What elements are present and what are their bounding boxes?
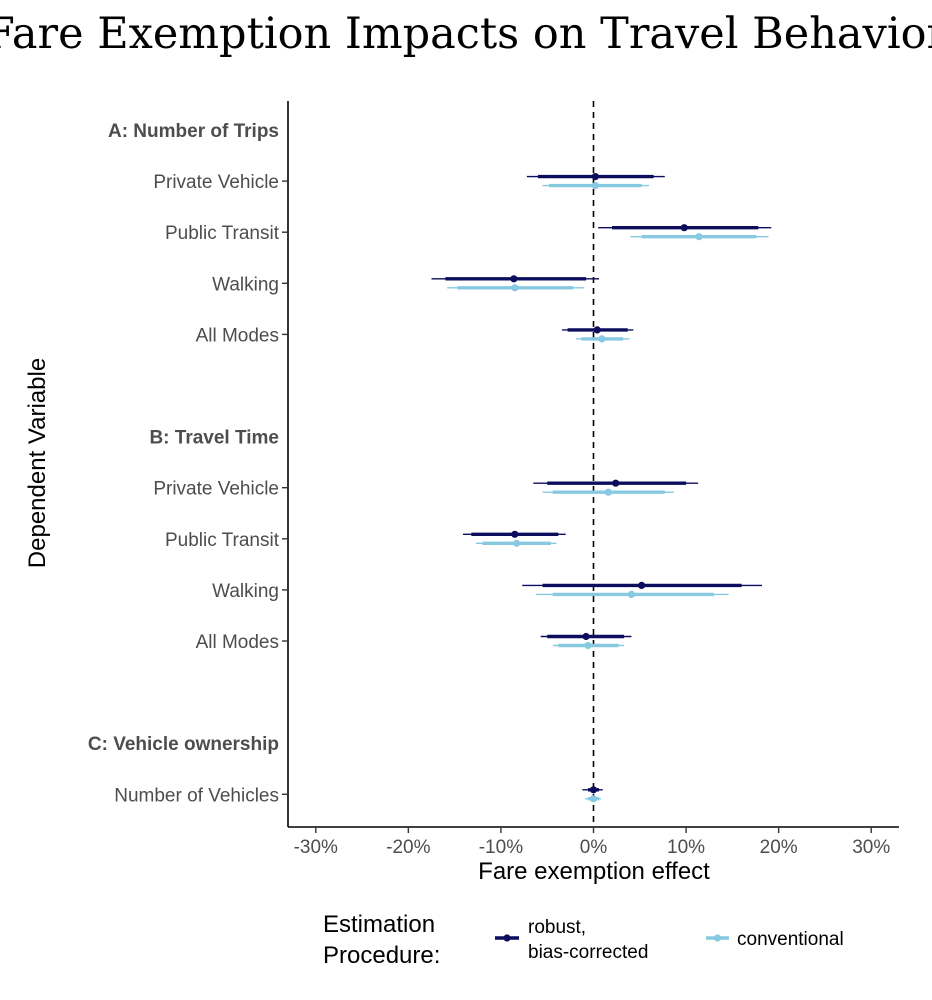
row-label: Public Transit: [165, 530, 280, 551]
x-axis-label: Fare exemption effect: [478, 858, 710, 885]
conventional-point: [513, 539, 521, 547]
x-tick-label: 10%: [667, 837, 705, 858]
estimate-row: Public Transit: [165, 223, 772, 244]
conventional-point: [627, 590, 636, 599]
row-label: All Modes: [196, 325, 279, 346]
estimate-row: Private Vehicle: [153, 172, 665, 193]
legend-label-conventional: conventional: [737, 929, 844, 950]
y-axis-label: Dependent Variable: [24, 358, 51, 568]
section-header-label: B: Travel Time: [149, 428, 279, 449]
x-tick-label: 0%: [580, 837, 608, 858]
legend-title-line: Procedure:: [323, 942, 440, 969]
conventional-point: [598, 335, 606, 343]
legend-label-robust: robust,: [528, 917, 586, 938]
row-label: Walking: [212, 581, 279, 602]
robust-point: [582, 632, 590, 641]
robust-point: [510, 275, 518, 283]
estimate-row: Public Transit: [165, 530, 566, 551]
chart-title: Fare Exemption Impacts on Travel Behavio…: [0, 9, 932, 59]
section-header-label: A: Number of Trips: [108, 121, 279, 142]
conventional-point: [584, 641, 592, 650]
row-label: Number of Vehicles: [114, 785, 279, 806]
estimate-row: All Modes: [196, 632, 632, 653]
robust-point: [680, 224, 688, 232]
x-tick-label: -30%: [294, 837, 338, 858]
legend-title-line: Estimation: [323, 911, 435, 938]
row-label: Private Vehicle: [153, 172, 279, 193]
conventional-point: [589, 795, 598, 803]
x-tick-label: -20%: [386, 837, 430, 858]
conventional-point: [604, 488, 612, 496]
estimate-row: Number of Vehicles: [114, 785, 603, 806]
plot-axes: -30% -20% -10% 0% 10% 20% 30%: [287, 101, 899, 858]
robust-point: [511, 530, 519, 538]
x-tick-label: -10%: [479, 837, 523, 858]
robust-point: [638, 581, 646, 590]
row-label: Public Transit: [165, 223, 280, 244]
robust-point: [612, 479, 620, 487]
estimate-row: Private Vehicle: [153, 479, 699, 500]
legend: Estimation Procedure: robust, bias-correcte…: [323, 911, 844, 969]
conventional-point: [695, 233, 703, 241]
x-tick-label: 20%: [760, 837, 798, 858]
row-label: Private Vehicle: [153, 479, 279, 500]
row-label: All Modes: [196, 632, 279, 653]
legend-swatch-point-conventional: [713, 934, 722, 942]
x-tick-label: 30%: [852, 837, 890, 858]
row-label: Walking: [212, 274, 279, 295]
robust-point: [593, 326, 601, 334]
estimate-row: Walking: [212, 581, 762, 602]
conventional-point: [591, 182, 599, 190]
legend-label-robust: bias-corrected: [528, 942, 648, 963]
plot-rows: A: Number of Trips Private Vehicle Public …: [88, 121, 772, 806]
legend-swatch-point-robust: [503, 934, 511, 942]
estimate-row: Walking: [212, 274, 600, 295]
section-header-label: C: Vehicle ownership: [88, 734, 279, 755]
robust-point: [589, 786, 598, 794]
conventional-point: [511, 284, 519, 292]
estimate-row: All Modes: [196, 325, 634, 346]
robust-point: [591, 173, 599, 181]
